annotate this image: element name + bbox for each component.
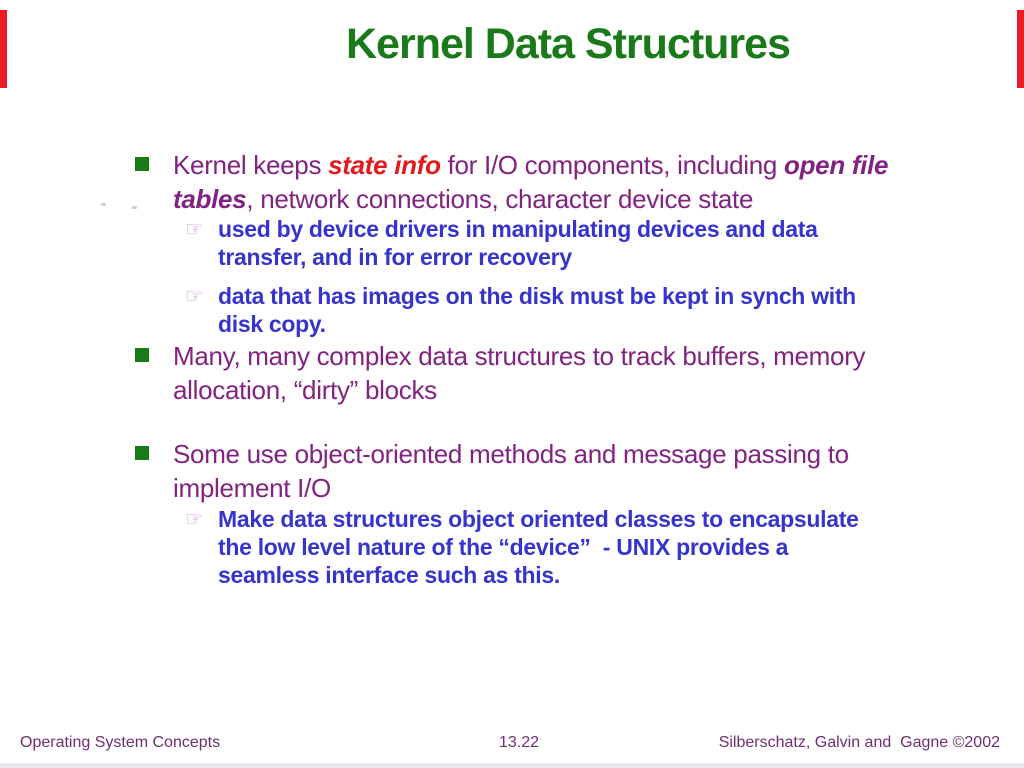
- tables-emphasis: tables: [173, 184, 247, 214]
- sub-bullet-2-line-2: disk copy.: [218, 311, 326, 337]
- smudge-artifact: [132, 206, 137, 209]
- bullet-1-text: Kernel keeps state info for I/O componen…: [173, 148, 889, 216]
- bullet-1-line-1: Kernel keeps state info for I/O componen…: [173, 148, 889, 182]
- sub-bullet-2-text: data that has images on the disk must be…: [218, 282, 856, 338]
- sub-bullet-1-text: used by device drivers in manipulating d…: [218, 215, 818, 271]
- footer-page-number: 13.22: [498, 734, 540, 751]
- sub-bullet-3-line-1: Make data structures object oriented cla…: [218, 506, 859, 532]
- left-edge-red-bar: [0, 10, 7, 88]
- text-segment: Kernel keeps: [173, 150, 329, 180]
- footer-authors: Silberschatz, Galvin and Gagne ©2002: [718, 734, 1000, 751]
- sub-bullet-1-line-2: transfer, and in for error recovery: [218, 244, 572, 270]
- state-info-emphasis: state info: [328, 150, 441, 180]
- sub-bullet-3-line-2: the low level nature of the “device” - U…: [218, 534, 789, 560]
- open-file-emphasis: open file: [784, 150, 889, 180]
- bullet-2-text: Many, many complex data structures to tr…: [173, 339, 866, 407]
- sub-bullet-3-line-3: seamless interface such as this.: [218, 562, 560, 588]
- square-bullet-icon: [135, 348, 149, 362]
- sub-bullet-1-line-1: used by device drivers in manipulating d…: [218, 216, 818, 242]
- slide-title: Kernel Data Structures: [346, 20, 791, 68]
- bullet-2-line-2: allocation, “dirty” blocks: [173, 375, 437, 405]
- sub-bullet-1: ☞ used by device drivers in manipulating…: [185, 215, 818, 271]
- footer-book-title: Operating System Concepts: [20, 734, 221, 751]
- bullet-3-text: Some use object-oriented methods and mes…: [173, 437, 849, 505]
- pointing-hand-icon: ☞: [185, 508, 204, 531]
- text-segment: , network connections, character device …: [246, 184, 754, 214]
- sub-bullet-2-line-1: data that has images on the disk must be…: [218, 283, 856, 309]
- bottom-edge-strip: [0, 763, 1024, 768]
- pointing-hand-icon: ☞: [185, 218, 204, 241]
- text-segment: for I/O components, including: [440, 150, 784, 180]
- bullet-1-line-2: tables, network connections, character d…: [173, 182, 888, 216]
- bullet-item-1: Kernel keeps state info for I/O componen…: [135, 148, 889, 216]
- sub-bullet-2: ☞ data that has images on the disk must …: [185, 282, 856, 338]
- right-edge-red-bar: [1017, 10, 1024, 88]
- bullet-item-2: Many, many complex data structures to tr…: [135, 339, 866, 407]
- bullet-3-line-2: implement I/O: [173, 473, 331, 503]
- bullet-3-line-1: Some use object-oriented methods and mes…: [173, 439, 849, 469]
- sub-bullet-3-text: Make data structures object oriented cla…: [218, 505, 859, 589]
- smudge-artifact: [101, 203, 106, 206]
- bullet-2-line-1: Many, many complex data structures to tr…: [173, 341, 866, 371]
- bullet-item-3: Some use object-oriented methods and mes…: [135, 437, 849, 505]
- square-bullet-icon: [135, 157, 149, 171]
- pointing-hand-icon: ☞: [185, 285, 204, 308]
- square-bullet-icon: [135, 446, 149, 460]
- sub-bullet-3: ☞ Make data structures object oriented c…: [185, 505, 859, 589]
